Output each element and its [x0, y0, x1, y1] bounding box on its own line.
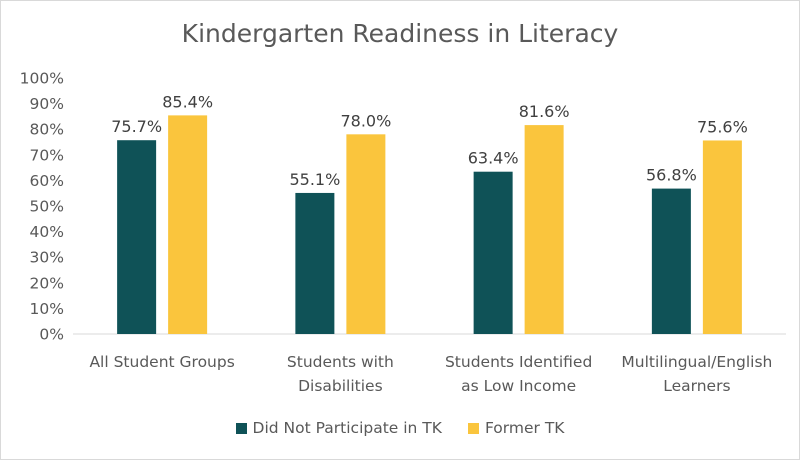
y-tick-label: 0% — [39, 326, 64, 344]
x-category-label: Students Identified — [445, 353, 592, 371]
y-tick-label: 50% — [30, 198, 64, 216]
data-label: 55.1% — [289, 170, 340, 189]
data-label: 85.4% — [162, 92, 213, 111]
data-label: 56.8% — [646, 166, 697, 185]
legend-swatch-did-not-participate — [235, 422, 247, 434]
x-category-label: All Student Groups — [89, 353, 234, 371]
y-tick-label: 70% — [30, 146, 64, 164]
y-tick-label: 30% — [30, 249, 64, 267]
x-category-label: Disabilities — [298, 377, 383, 395]
y-tick-label: 80% — [30, 121, 64, 139]
bar — [702, 140, 742, 334]
bar — [651, 188, 691, 334]
legend-item-former-tk: Former TK — [467, 419, 565, 437]
bar — [168, 115, 208, 334]
legend-item-did-not-participate: Did Not Participate in TK — [235, 419, 442, 437]
data-label: 75.7% — [111, 117, 162, 136]
bar — [295, 192, 335, 334]
bar — [473, 171, 513, 334]
legend: Did Not Participate in TK Former TK — [1, 419, 799, 437]
x-category-label: Students with — [287, 353, 394, 371]
x-category-label: as Low Income — [461, 377, 576, 395]
y-tick-label: 90% — [30, 95, 64, 113]
x-category-label: Learners — [663, 377, 730, 395]
chart-title: Kindergarten Readiness in Literacy — [181, 19, 619, 48]
bar — [346, 134, 386, 334]
bar — [117, 140, 157, 334]
bar — [524, 125, 564, 334]
data-label: 75.6% — [697, 117, 748, 136]
x-category-label: Multilingual/English — [621, 353, 772, 371]
y-tick-label: 60% — [30, 172, 64, 190]
y-tick-label: 40% — [30, 223, 64, 241]
y-tick-label: 100% — [20, 70, 64, 88]
data-label: 63.4% — [468, 149, 519, 168]
y-tick-label: 20% — [30, 274, 64, 292]
data-label: 78.0% — [340, 111, 391, 130]
legend-label-former-tk: Former TK — [484, 419, 565, 437]
data-label: 81.6% — [519, 102, 570, 121]
legend-swatch-former-tk — [467, 422, 479, 434]
y-tick-label: 10% — [30, 300, 64, 318]
legend-label-did-not-participate: Did Not Participate in TK — [252, 419, 442, 437]
